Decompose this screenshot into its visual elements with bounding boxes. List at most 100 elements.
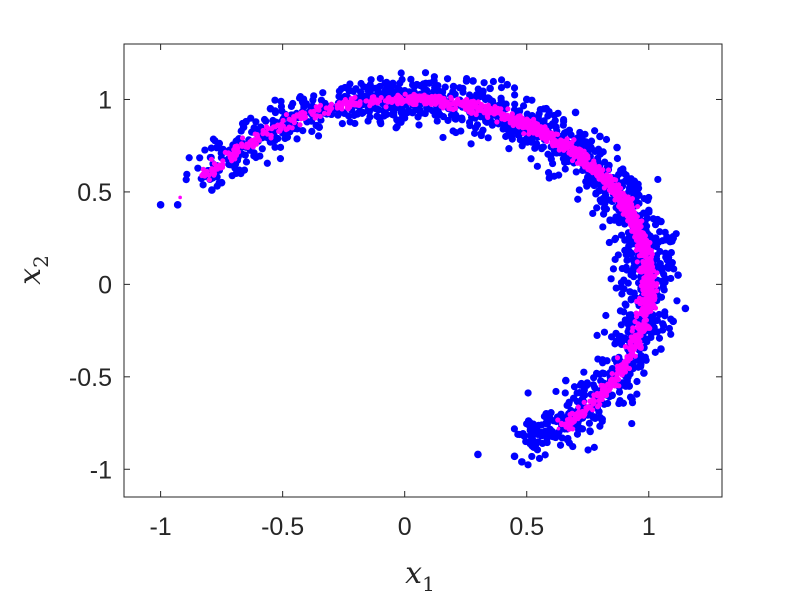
- blue-point: [617, 283, 625, 291]
- blue-point: [591, 127, 599, 135]
- magenta-point: [378, 94, 384, 101]
- blue-point: [527, 155, 535, 163]
- blue-point: [414, 113, 422, 121]
- blue-point: [643, 195, 651, 203]
- blue-point: [340, 109, 349, 118]
- magenta-point: [634, 227, 639, 231]
- blue-point: [217, 178, 226, 187]
- magenta-point: [528, 126, 534, 132]
- blue-point: [624, 320, 632, 328]
- magenta-point: [634, 259, 640, 265]
- magenta-point: [402, 91, 408, 97]
- magenta-point: [463, 102, 469, 108]
- blue-point: [607, 333, 616, 341]
- blue-point: [477, 129, 485, 137]
- magenta-point: [265, 125, 271, 132]
- blue-point: [466, 121, 474, 130]
- blue-point: [489, 77, 497, 86]
- magenta-point: [363, 98, 369, 104]
- magenta-point: [430, 97, 437, 103]
- y-tick-label: 0: [98, 271, 112, 299]
- blue-point: [345, 86, 354, 94]
- magenta-point: [595, 164, 601, 170]
- blue-point: [444, 116, 452, 125]
- blue-point: [544, 169, 553, 177]
- magenta-point: [620, 200, 626, 206]
- blue-point: [626, 393, 635, 401]
- y-axis-label-symbol: x: [13, 268, 48, 285]
- blue-point: [655, 310, 663, 319]
- magenta-point: [579, 153, 586, 160]
- blue-point: [315, 123, 324, 132]
- blue-point: [406, 108, 414, 116]
- magenta-point: [627, 352, 633, 358]
- magenta-point: [646, 274, 652, 281]
- magenta-point: [328, 101, 335, 107]
- blue-point: [599, 148, 607, 156]
- blue-point: [242, 117, 250, 126]
- blue-point: [554, 109, 562, 117]
- tick-labels: -1 -0.5 0 0.5 1 -1 -0.5 0 0.5 1: [69, 86, 656, 541]
- blue-point: [228, 172, 236, 180]
- magenta-point: [615, 187, 621, 193]
- magenta-point: [637, 310, 643, 317]
- magenta-point: [253, 141, 260, 147]
- blue-point: [185, 154, 193, 162]
- blue-point: [615, 388, 624, 396]
- magenta-point: [534, 123, 541, 129]
- blue-point: [580, 368, 588, 376]
- x-tick-label: -1: [149, 513, 171, 541]
- magenta-point: [484, 108, 490, 115]
- blue-point: [277, 102, 285, 111]
- blue-point: [296, 92, 304, 101]
- magenta-point: [353, 100, 359, 106]
- blue-point: [392, 124, 400, 132]
- blue-point: [657, 217, 665, 226]
- magenta-point: [276, 123, 283, 130]
- blue-point: [480, 79, 488, 87]
- blue-point: [625, 178, 634, 187]
- magenta-point: [468, 98, 474, 105]
- blue-point: [524, 461, 532, 469]
- magenta-point: [406, 99, 413, 105]
- magenta-point: [206, 177, 212, 183]
- blue-point: [263, 159, 271, 167]
- blue-point: [670, 265, 678, 273]
- magenta-point: [627, 206, 633, 212]
- blue-point: [156, 201, 165, 209]
- blue-point: [644, 206, 653, 215]
- magenta-point: [641, 242, 647, 248]
- blue-point: [655, 334, 664, 342]
- blue-point: [308, 127, 316, 136]
- magenta-point: [632, 229, 638, 236]
- magenta-point: [505, 106, 511, 112]
- blue-point: [625, 188, 633, 196]
- magenta-point: [475, 99, 481, 105]
- blue-point: [589, 209, 597, 218]
- magenta-point: [593, 399, 597, 403]
- blue-point: [598, 356, 607, 364]
- blue-point: [559, 115, 568, 124]
- magenta-point: [629, 195, 636, 202]
- blue-point: [497, 83, 506, 92]
- blue-point: [538, 144, 546, 152]
- blue-point: [665, 254, 673, 262]
- blue-point: [505, 127, 513, 135]
- magenta-point: [286, 116, 292, 122]
- blue-point: [497, 76, 506, 84]
- blue-point: [439, 88, 447, 96]
- magenta-point: [629, 328, 635, 334]
- blue-point: [596, 132, 604, 141]
- blue-point: [527, 136, 536, 144]
- blue-point: [563, 436, 572, 444]
- magenta-point: [614, 363, 621, 369]
- blue-point: [388, 82, 396, 90]
- magenta-point: [340, 99, 346, 105]
- blue-point: [522, 95, 531, 104]
- blue-point: [570, 383, 579, 391]
- magenta-point: [442, 102, 448, 109]
- blue-point: [551, 432, 559, 440]
- magenta-point: [627, 210, 633, 216]
- blue-point: [458, 114, 466, 122]
- magenta-point: [516, 124, 522, 130]
